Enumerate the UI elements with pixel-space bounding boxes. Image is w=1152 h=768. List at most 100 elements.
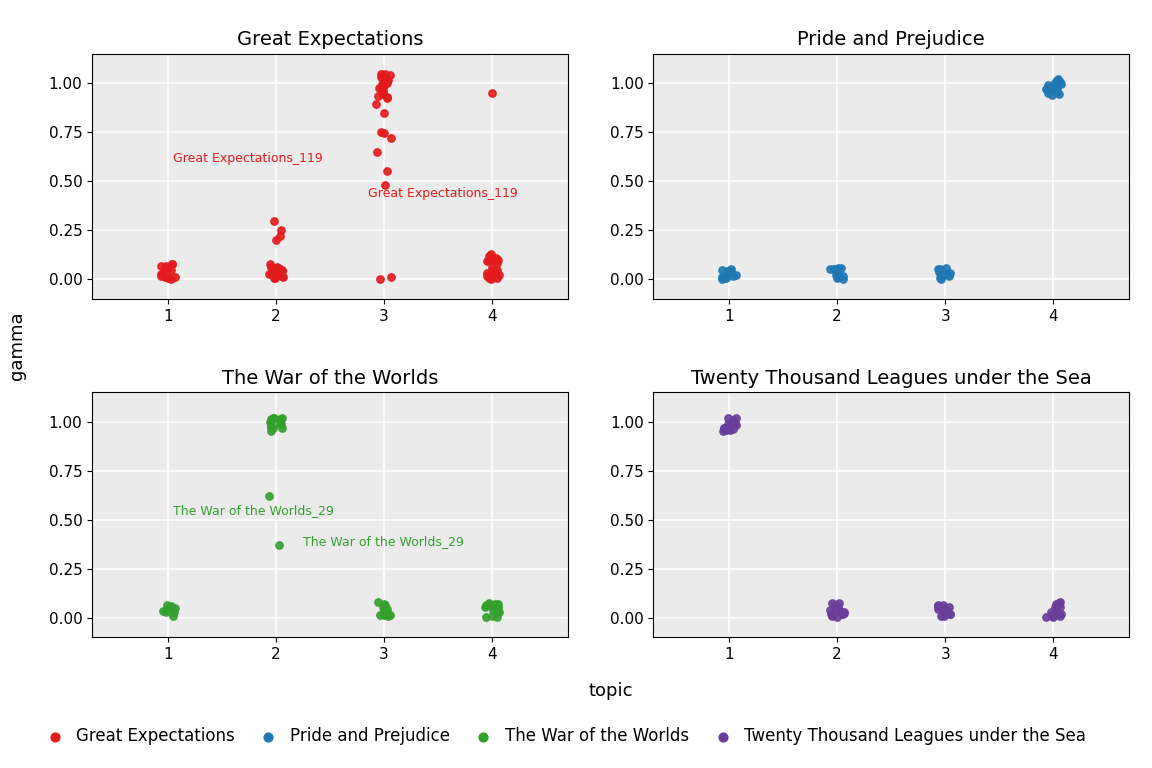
Point bbox=[718, 265, 736, 277]
Point bbox=[373, 86, 392, 98]
Point bbox=[715, 422, 734, 434]
Point bbox=[1048, 84, 1067, 96]
Point bbox=[727, 412, 745, 424]
Point bbox=[490, 598, 508, 610]
Point bbox=[377, 607, 395, 620]
Point bbox=[156, 263, 174, 276]
Point bbox=[714, 425, 733, 437]
Point bbox=[372, 68, 391, 81]
Point bbox=[827, 273, 846, 285]
Point bbox=[157, 606, 175, 618]
Point bbox=[378, 165, 396, 177]
Point bbox=[268, 261, 287, 273]
Point bbox=[162, 258, 181, 270]
Point bbox=[1049, 75, 1068, 88]
Point bbox=[941, 607, 960, 620]
Point bbox=[721, 424, 740, 436]
Point bbox=[930, 266, 948, 278]
Point bbox=[162, 600, 181, 612]
Point bbox=[152, 267, 170, 280]
Point bbox=[831, 270, 849, 283]
Point bbox=[273, 265, 291, 277]
Point bbox=[374, 81, 393, 93]
Point bbox=[1043, 84, 1061, 96]
Point bbox=[938, 604, 956, 617]
Point bbox=[479, 597, 498, 609]
Point bbox=[1048, 86, 1067, 98]
Title: Great Expectations: Great Expectations bbox=[236, 31, 423, 49]
Point bbox=[1044, 610, 1062, 622]
Point bbox=[490, 606, 508, 618]
Point bbox=[265, 272, 283, 284]
Point bbox=[933, 599, 952, 611]
Point bbox=[372, 85, 391, 98]
Point bbox=[483, 248, 501, 260]
Point bbox=[719, 418, 737, 430]
Point bbox=[834, 607, 852, 620]
Point bbox=[377, 599, 395, 611]
Point bbox=[722, 416, 741, 429]
Point bbox=[486, 266, 505, 279]
Point bbox=[829, 270, 848, 282]
Point bbox=[483, 87, 501, 99]
Point bbox=[828, 269, 847, 281]
Point bbox=[373, 78, 392, 91]
Point bbox=[823, 598, 841, 610]
Point bbox=[1049, 78, 1068, 90]
Text: gamma: gamma bbox=[8, 311, 26, 380]
Point bbox=[827, 611, 846, 623]
Point bbox=[1047, 80, 1066, 92]
Point bbox=[154, 605, 173, 617]
Point bbox=[378, 92, 396, 104]
Point bbox=[934, 610, 953, 622]
Point bbox=[715, 422, 734, 434]
Point bbox=[723, 417, 742, 429]
Point bbox=[161, 273, 180, 285]
Point bbox=[713, 273, 732, 285]
Point bbox=[378, 77, 396, 89]
Point bbox=[1046, 79, 1064, 91]
Point bbox=[166, 271, 184, 283]
Point bbox=[931, 263, 949, 275]
Point bbox=[934, 602, 953, 614]
Point bbox=[476, 601, 494, 613]
Point bbox=[270, 539, 288, 551]
Point bbox=[823, 610, 841, 622]
Point bbox=[1039, 87, 1058, 99]
Point bbox=[262, 421, 280, 433]
Point bbox=[488, 604, 507, 617]
Point bbox=[940, 601, 958, 613]
Point bbox=[165, 605, 183, 617]
Point bbox=[1048, 74, 1067, 86]
Point bbox=[477, 599, 495, 611]
Point bbox=[273, 270, 291, 283]
Point bbox=[934, 268, 953, 280]
Point bbox=[377, 179, 395, 191]
Point bbox=[937, 267, 955, 280]
Point bbox=[1052, 607, 1070, 620]
Point bbox=[272, 224, 290, 237]
Point bbox=[162, 604, 181, 616]
Point bbox=[267, 266, 286, 278]
Point bbox=[938, 605, 956, 617]
Point bbox=[262, 415, 280, 428]
Point bbox=[272, 422, 290, 434]
Point bbox=[1043, 609, 1061, 621]
Point bbox=[266, 263, 285, 275]
Point bbox=[941, 607, 960, 620]
Point bbox=[487, 252, 506, 264]
Point bbox=[826, 604, 844, 617]
Point bbox=[1048, 600, 1067, 612]
Point bbox=[370, 81, 388, 94]
Point bbox=[826, 269, 844, 281]
Point bbox=[722, 263, 741, 276]
Point bbox=[941, 266, 960, 279]
Point bbox=[374, 608, 393, 621]
Point bbox=[715, 272, 734, 284]
Point bbox=[487, 257, 506, 269]
Point bbox=[828, 262, 847, 274]
Point bbox=[369, 596, 387, 608]
Point bbox=[1038, 84, 1056, 96]
Point bbox=[713, 270, 732, 283]
Point bbox=[483, 611, 501, 623]
